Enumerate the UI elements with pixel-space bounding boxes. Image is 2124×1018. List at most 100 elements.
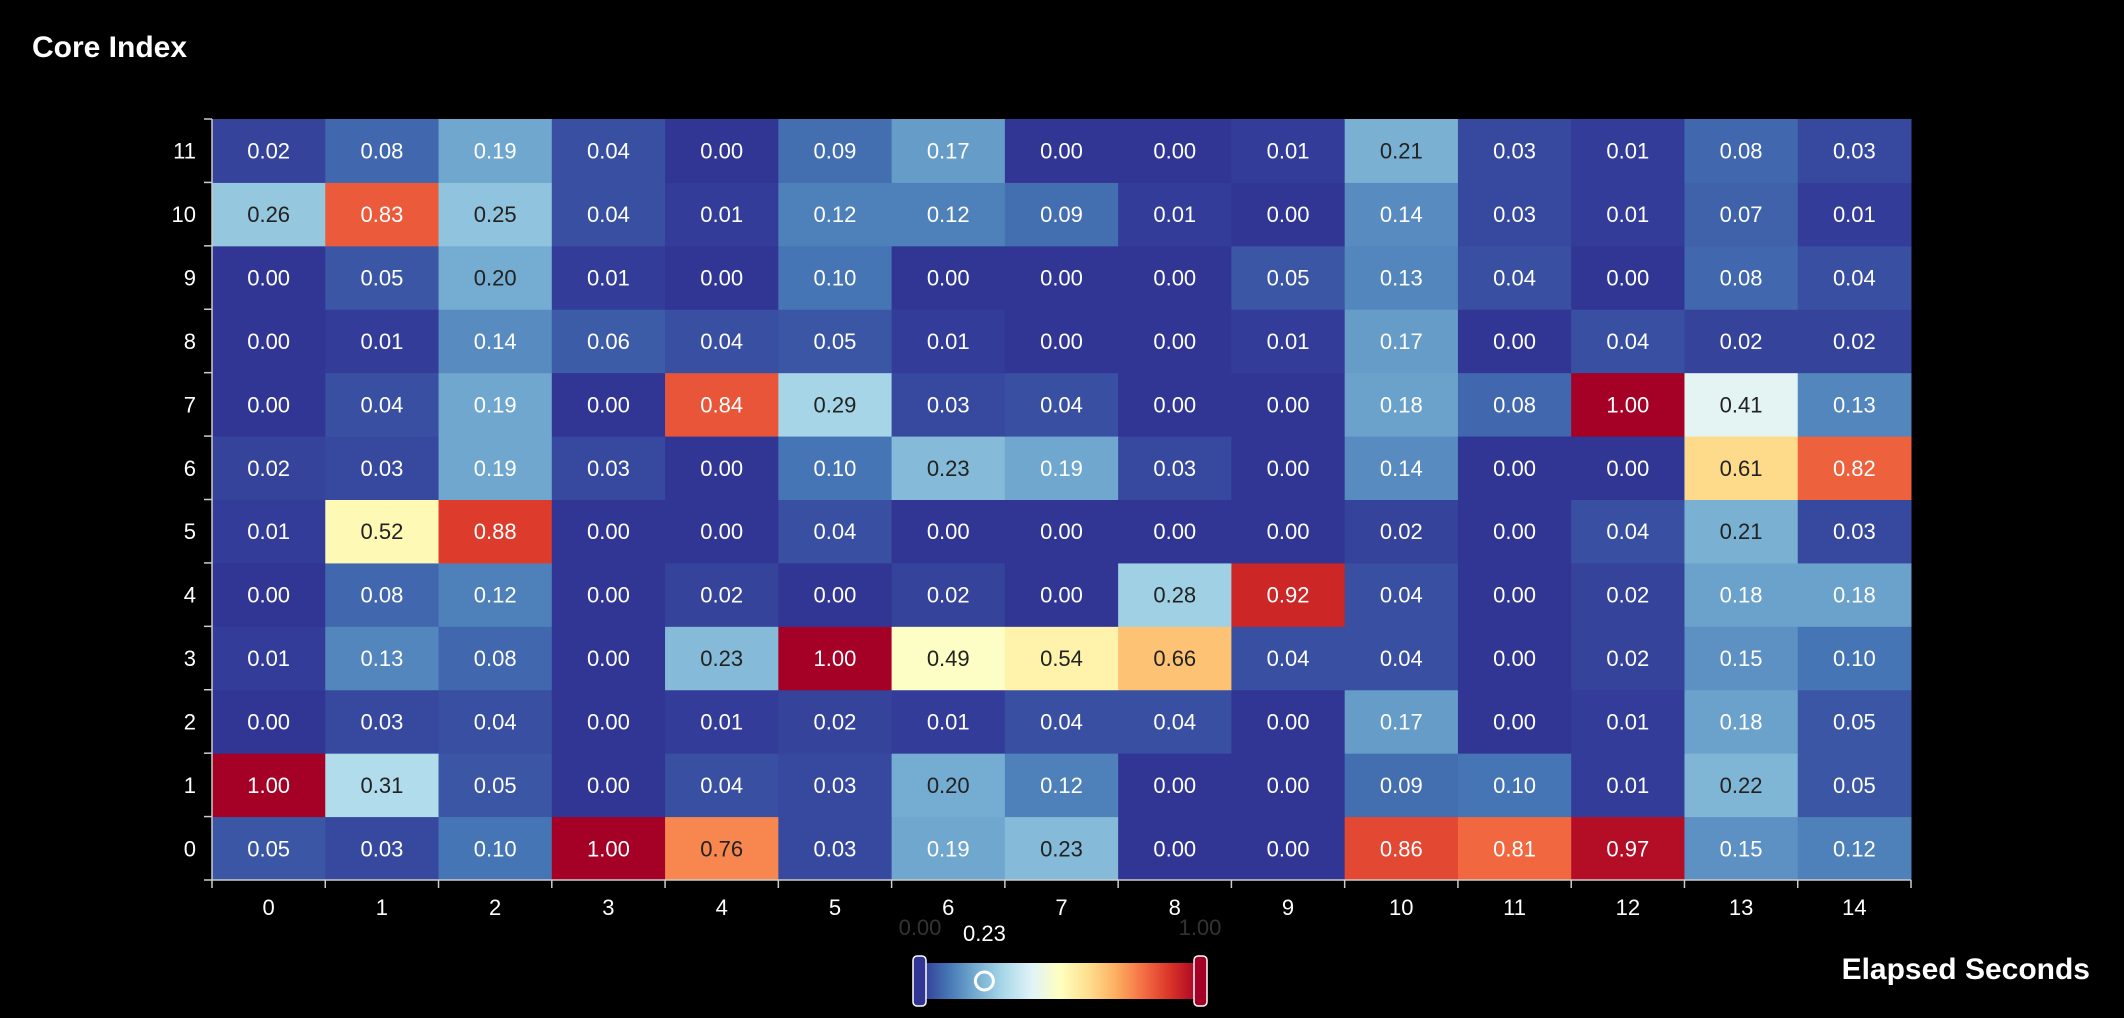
range-min-handle[interactable] xyxy=(912,955,927,1007)
heatmap-cell xyxy=(1797,816,1912,881)
hover-indicator-handle[interactable] xyxy=(973,970,995,992)
cell-value-label: 0.14 xyxy=(1380,202,1423,227)
heatmap-cell xyxy=(1231,372,1346,437)
heatmap-cell xyxy=(1571,309,1685,374)
cell-value-label: 0.19 xyxy=(474,392,517,417)
cell-value-label: 0.00 xyxy=(1153,519,1196,544)
heatmap-cell xyxy=(665,499,779,564)
cell-value-label: 0.00 xyxy=(700,139,743,164)
chart-title: Core Index xyxy=(32,31,187,64)
heatmap-cell xyxy=(1684,372,1799,437)
cell-value-label: 0.20 xyxy=(927,773,970,798)
cell-value-label: 0.03 xyxy=(1833,139,1876,164)
cell-value-label: 0.00 xyxy=(1040,139,1083,164)
y-tick-label: 8 xyxy=(184,329,196,354)
heatmap-cell xyxy=(1457,372,1572,437)
heatmap-cell xyxy=(778,753,893,818)
cell-value-label: 0.18 xyxy=(1833,583,1876,608)
heatmap-cell xyxy=(325,245,440,310)
cell-value-label: 0.01 xyxy=(927,329,970,354)
cell-value-label: 0.04 xyxy=(1380,646,1423,671)
cell-value-label: 0.00 xyxy=(1267,456,1310,481)
cell-value-label: 0.01 xyxy=(700,709,743,734)
cell-value-label: 0.00 xyxy=(1267,836,1310,861)
cell-value-label: 0.00 xyxy=(587,646,630,671)
cell-value-label: 0.04 xyxy=(1606,519,1649,544)
cell-value-label: 0.04 xyxy=(700,329,743,354)
cell-value-label: 0.00 xyxy=(1493,329,1536,354)
cell-value-label: 0.02 xyxy=(1606,583,1649,608)
x-axis-title: Elapsed Seconds xyxy=(1842,953,2090,986)
cell-value-label: 0.01 xyxy=(360,329,403,354)
x-tick-label: 14 xyxy=(1842,895,1866,920)
heatmap-cell xyxy=(438,436,553,500)
cell-value-label: 0.12 xyxy=(1040,773,1083,798)
y-tick-label: 0 xyxy=(184,836,196,861)
heatmap-cell xyxy=(1344,499,1459,564)
y-tick-label: 9 xyxy=(184,266,196,291)
cell-value-label: 0.04 xyxy=(1493,266,1536,291)
heatmap-cell xyxy=(1571,372,1685,437)
y-tick-label: 6 xyxy=(184,456,196,481)
cell-value-label: 0.00 xyxy=(1606,266,1649,291)
heatmap-cell xyxy=(1004,119,1119,183)
cell-value-label: 0.23 xyxy=(1040,836,1083,861)
heatmap-cell xyxy=(1231,119,1346,183)
cell-value-label: 0.00 xyxy=(1267,519,1310,544)
heatmap-cell xyxy=(665,436,779,500)
heatmap-cell xyxy=(1457,562,1572,627)
cell-value-label: 0.00 xyxy=(1153,836,1196,861)
cell-value-label: 0.10 xyxy=(1493,773,1536,798)
y-tick-label: 3 xyxy=(184,646,196,671)
cell-value-label: 0.00 xyxy=(247,709,290,734)
cell-value-label: 0.97 xyxy=(1606,836,1649,861)
heatmap-cell xyxy=(1457,753,1572,818)
y-tick-label: 10 xyxy=(172,202,196,227)
cell-value-label: 0.04 xyxy=(1833,266,1876,291)
cell-value-label: 0.10 xyxy=(474,836,517,861)
heatmap-cell xyxy=(1457,816,1572,881)
heatmap-cell xyxy=(665,626,779,691)
cell-value-label: 0.00 xyxy=(700,456,743,481)
cell-value-label: 0.00 xyxy=(1040,583,1083,608)
cell-value-label: 0.04 xyxy=(1153,709,1196,734)
heatmap-cell xyxy=(1004,689,1119,754)
cell-value-label: 0.12 xyxy=(927,202,970,227)
heatmap-cell xyxy=(891,436,1006,500)
cell-value-label: 0.00 xyxy=(1267,392,1310,417)
x-tick-label: 2 xyxy=(489,895,501,920)
heatmap-cell xyxy=(1797,309,1912,374)
heatmap-cell xyxy=(1571,436,1685,500)
cell-value-label: 0.00 xyxy=(587,709,630,734)
visual-map-legend[interactable]: 0.00 1.00 0.23 xyxy=(899,915,1222,1007)
heatmap-cell xyxy=(1231,182,1346,247)
cell-value-label: 0.00 xyxy=(1267,773,1310,798)
heatmap-cell xyxy=(1684,499,1799,564)
heatmap-cell xyxy=(1797,372,1912,437)
heatmap-cell xyxy=(551,753,666,818)
heatmap-cell xyxy=(438,309,553,374)
heatmap-cell xyxy=(1457,689,1572,754)
heatmap-cell xyxy=(212,245,326,310)
cell-value-label: 0.03 xyxy=(814,773,857,798)
heatmap-cell xyxy=(1457,436,1572,500)
cell-value-label: 0.82 xyxy=(1833,456,1876,481)
cell-value-label: 0.00 xyxy=(1493,709,1536,734)
cell-value-label: 0.01 xyxy=(1153,202,1196,227)
heatmap-cell xyxy=(778,245,893,310)
heatmap-cell xyxy=(891,309,1006,374)
y-tick-label: 2 xyxy=(184,709,196,734)
heatmap-cell xyxy=(325,119,440,183)
heatmap-cell xyxy=(325,372,440,437)
range-max-handle[interactable] xyxy=(1193,955,1208,1007)
cell-value-label: 0.00 xyxy=(1493,583,1536,608)
x-tick-label: 6 xyxy=(942,895,954,920)
cell-value-label: 0.02 xyxy=(927,583,970,608)
cell-value-label: 0.04 xyxy=(814,519,857,544)
heatmap-cell xyxy=(551,816,666,881)
heatmap-cell xyxy=(891,372,1006,437)
cell-value-label: 0.05 xyxy=(1833,773,1876,798)
heatmap-cell xyxy=(891,689,1006,754)
cell-value-label: 0.00 xyxy=(814,583,857,608)
x-tick-label: 3 xyxy=(602,895,614,920)
